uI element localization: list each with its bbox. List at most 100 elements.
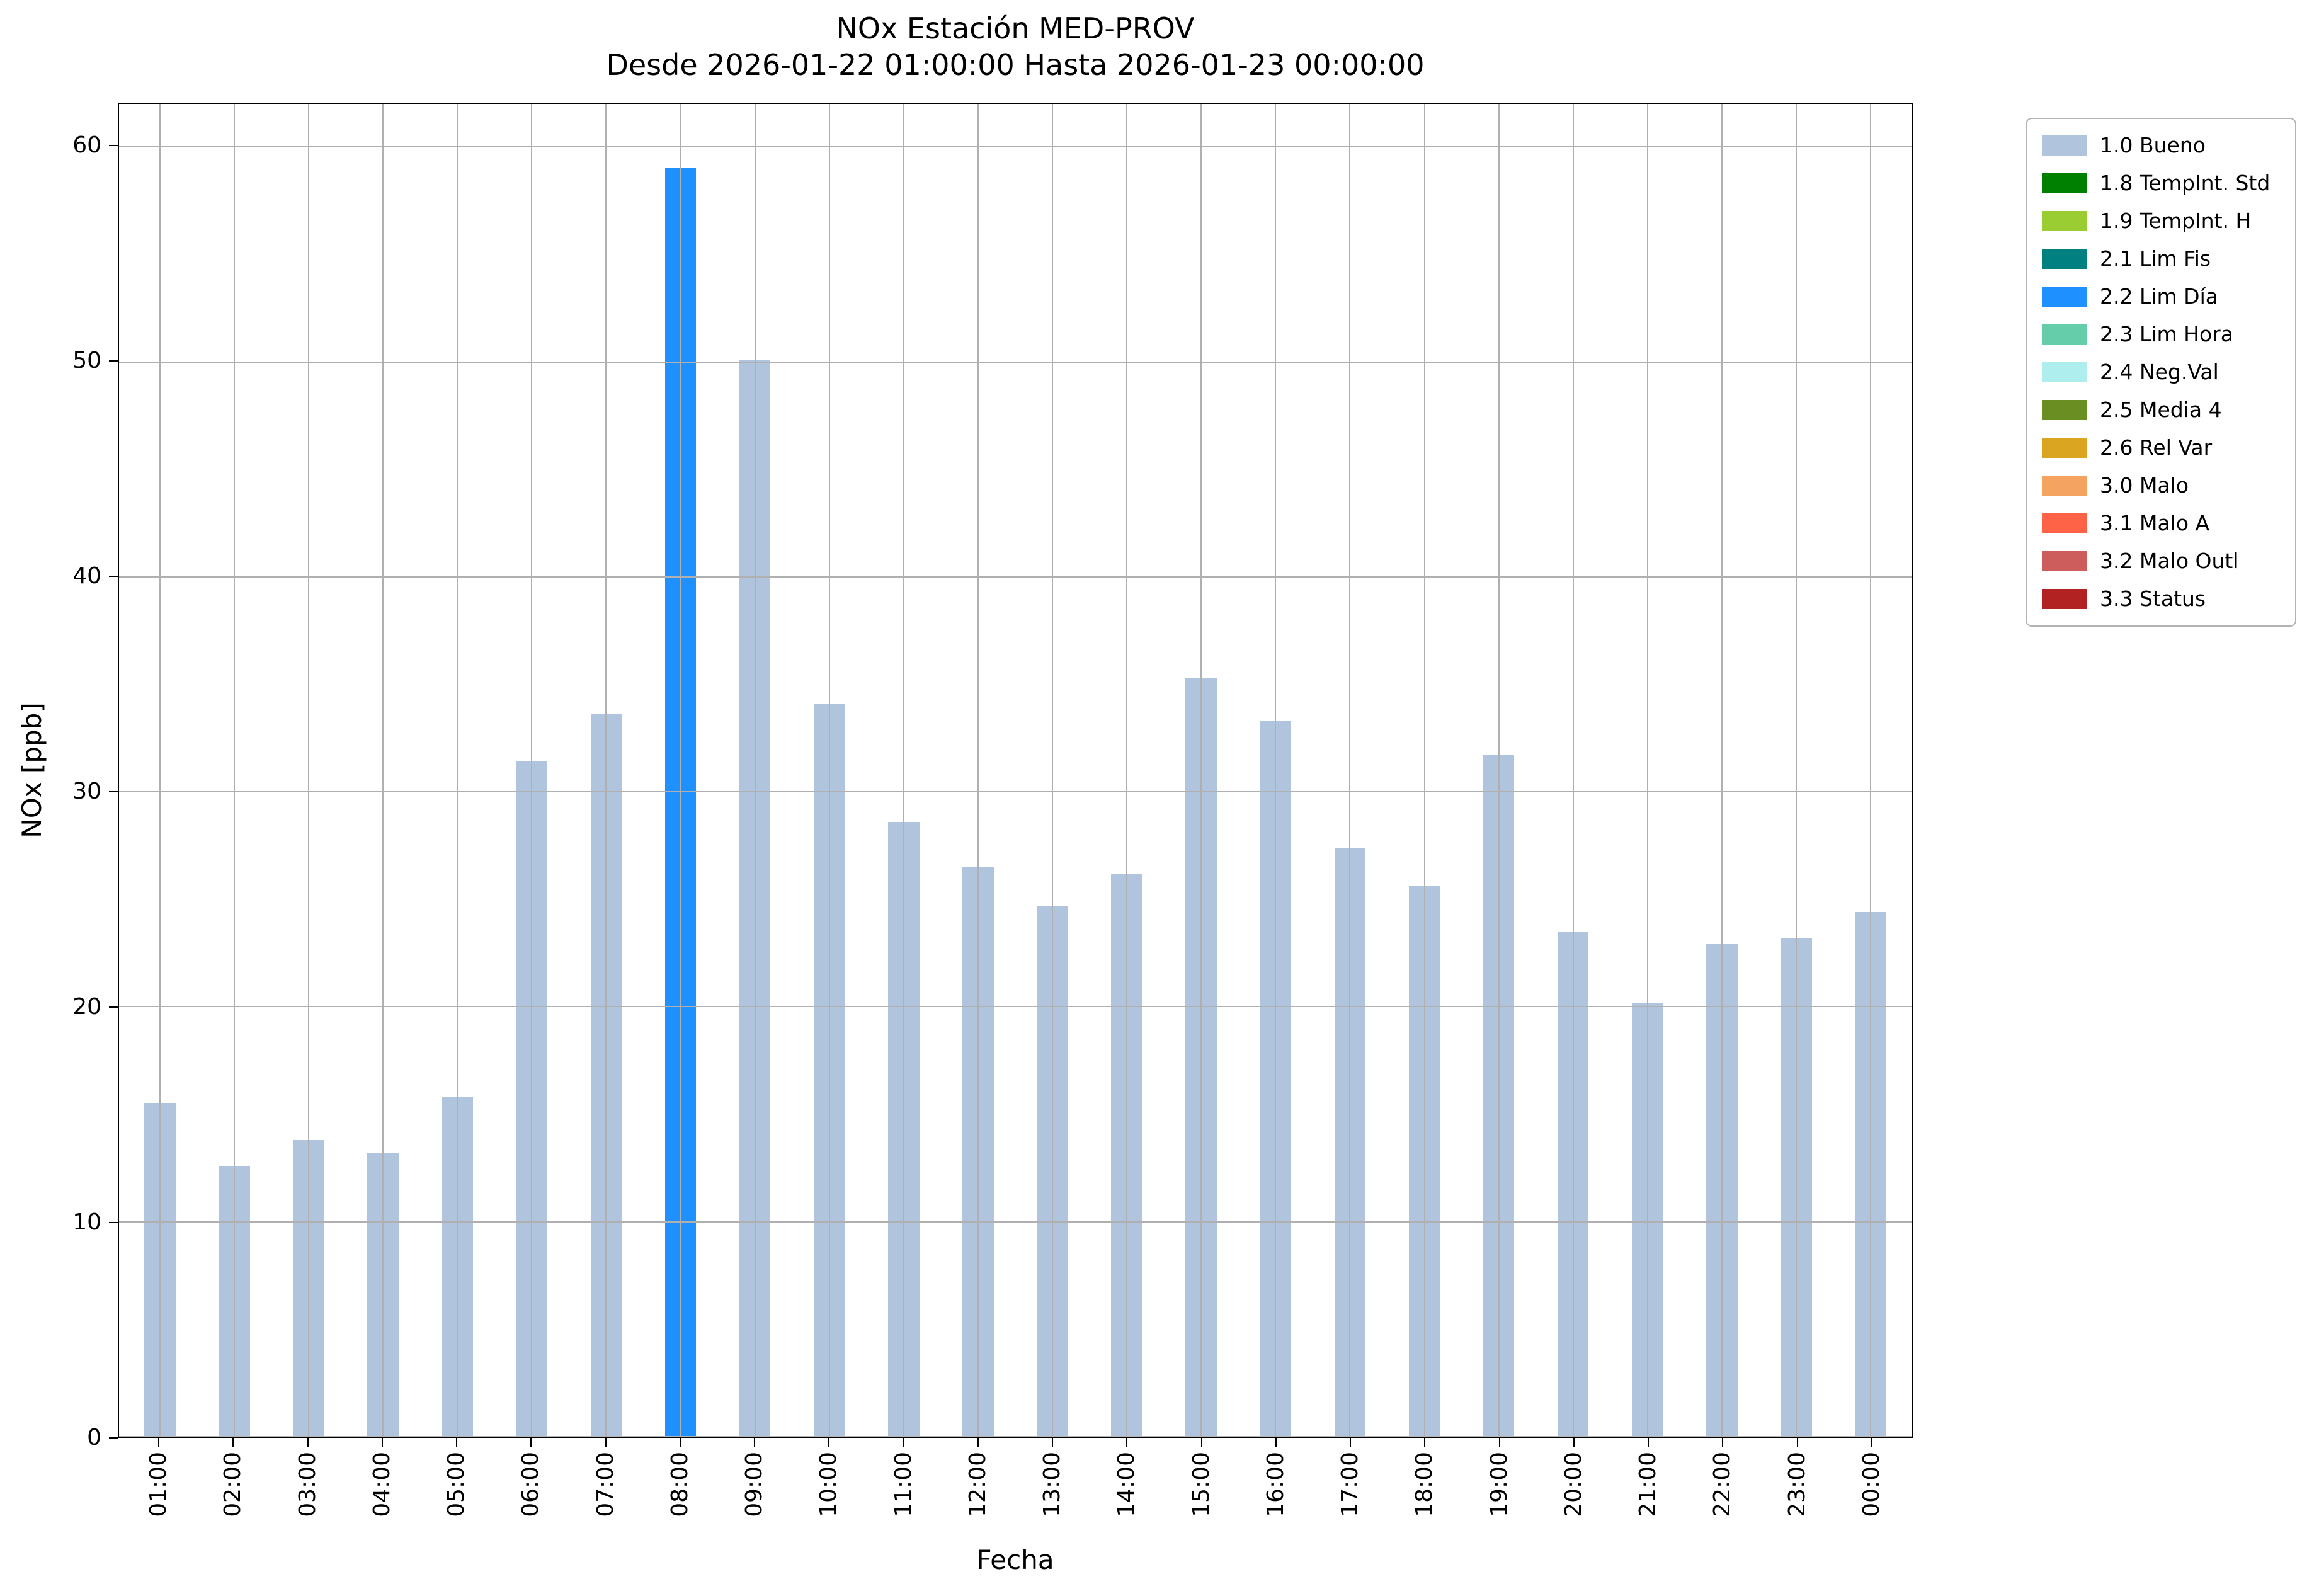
gridline-horizontal	[119, 361, 1912, 363]
legend-swatch	[2042, 513, 2087, 533]
x-tick-mark	[381, 1438, 383, 1447]
y-axis-label: NOx [ppb]	[16, 702, 47, 838]
x-tick-mark	[1648, 1438, 1650, 1447]
legend-label: 2.2 Lim Día	[2100, 284, 2218, 309]
x-tick-label: 17:00	[1337, 1452, 1364, 1517]
x-tick-mark	[1052, 1438, 1054, 1447]
legend-entry: 3.0 Malo	[2036, 467, 2286, 504]
chart-title-line2: Desde 2026-01-22 01:00:00 Hasta 2026-01-…	[606, 48, 1425, 82]
x-tick-label: 14:00	[1114, 1452, 1140, 1517]
legend-label: 2.1 Lim Fis	[2100, 246, 2211, 271]
bar-05:00	[442, 1097, 474, 1437]
bar-09:00	[739, 360, 771, 1437]
x-tick-label: 07:00	[592, 1452, 618, 1517]
x-tick-mark	[1200, 1438, 1202, 1447]
x-tick-label: 03:00	[294, 1452, 321, 1517]
legend-entry: 2.6 Rel Var	[2036, 429, 2286, 467]
x-tick-label: 08:00	[666, 1452, 693, 1517]
x-tick-mark	[679, 1438, 681, 1447]
legend-label: 1.0 Bueno	[2100, 133, 2206, 157]
bar-00:00	[1855, 912, 1886, 1437]
x-tick-label: 04:00	[368, 1452, 395, 1517]
legend-label: 2.4 Neg.Val	[2100, 360, 2219, 384]
y-tick-label: 60	[72, 132, 101, 159]
legend-swatch	[2042, 173, 2087, 193]
legend-swatch	[2042, 551, 2087, 571]
legend-entry: 3.2 Malo Outl	[2036, 542, 2286, 580]
x-tick-label: 01:00	[145, 1452, 172, 1517]
y-tick-label: 0	[87, 1425, 101, 1451]
chart-title: NOx Estación MED-PROV Desde 2026-01-22 0…	[118, 10, 1913, 83]
x-axis-label: Fecha	[976, 1544, 1054, 1575]
legend-entry: 1.9 TempInt. H	[2036, 202, 2286, 240]
legend-entry: 3.3 Status	[2036, 580, 2286, 618]
bar-15:00	[1185, 678, 1217, 1437]
bar-02:00	[219, 1165, 250, 1437]
legend-swatch	[2042, 476, 2087, 496]
legend-entry: 2.4 Neg.Val	[2036, 353, 2286, 391]
legend: 1.0 Bueno 1.8 TempInt. Std 1.9 TempInt. H 2…	[2026, 118, 2296, 627]
gridline-horizontal	[119, 791, 1912, 793]
legend-label: 1.8 TempInt. Std	[2100, 171, 2271, 195]
gridline-horizontal	[119, 146, 1912, 148]
legend-swatch	[2042, 135, 2087, 156]
x-tick-mark	[828, 1438, 830, 1447]
y-tick-label: 10	[72, 1209, 101, 1236]
x-tick-mark	[977, 1438, 979, 1447]
chart-title-line1: NOx Estación MED-PROV	[836, 11, 1195, 45]
bar-07:00	[590, 714, 622, 1437]
bar-19:00	[1483, 755, 1515, 1437]
legend-entry: 2.5 Media 4	[2036, 391, 2286, 429]
x-tick-label: 02:00	[220, 1452, 246, 1517]
x-tick-label: 19:00	[1486, 1452, 1512, 1517]
legend-label: 3.0 Malo	[2100, 473, 2189, 498]
legend-swatch	[2042, 249, 2087, 269]
legend-swatch	[2042, 211, 2087, 231]
bar-18:00	[1408, 886, 1440, 1437]
legend-label: 2.5 Media 4	[2100, 397, 2222, 422]
x-tick-label: 18:00	[1411, 1452, 1438, 1517]
x-tick-mark	[456, 1438, 458, 1447]
x-tick-mark	[1796, 1438, 1798, 1447]
legend-entry: 2.1 Lim Fis	[2036, 240, 2286, 278]
legend-entry: 2.2 Lim Día	[2036, 278, 2286, 316]
y-tick-mark	[109, 360, 118, 362]
x-tick-mark	[530, 1438, 532, 1447]
x-tick-label: 09:00	[741, 1452, 768, 1517]
legend-label: 1.9 TempInt. H	[2100, 208, 2252, 233]
x-tick-mark	[1498, 1438, 1500, 1447]
x-tick-mark	[232, 1438, 234, 1447]
bar-06:00	[516, 761, 548, 1437]
y-tick-mark	[109, 145, 118, 147]
x-tick-mark	[1275, 1438, 1277, 1447]
bar-03:00	[293, 1140, 324, 1437]
y-tick-mark	[109, 576, 118, 578]
legend-swatch	[2042, 362, 2087, 382]
x-tick-label: 10:00	[816, 1452, 842, 1517]
legend-swatch	[2042, 324, 2087, 345]
bar-12:00	[962, 867, 994, 1437]
legend-swatch	[2042, 400, 2087, 420]
x-tick-label: 21:00	[1635, 1452, 1661, 1517]
bar-20:00	[1557, 931, 1589, 1437]
x-tick-mark	[1126, 1438, 1128, 1447]
y-tick-mark	[109, 1222, 118, 1224]
x-tick-label: 23:00	[1784, 1452, 1810, 1517]
x-tick-label: 12:00	[964, 1452, 991, 1517]
x-tick-label: 22:00	[1709, 1452, 1736, 1517]
x-tick-label: 16:00	[1262, 1452, 1289, 1517]
bar-11:00	[888, 821, 920, 1437]
bar-10:00	[813, 704, 845, 1437]
x-tick-mark	[307, 1438, 309, 1447]
bar-22:00	[1706, 944, 1738, 1437]
legend-entry: 1.8 TempInt. Std	[2036, 164, 2286, 202]
y-tick-mark	[109, 791, 118, 793]
y-tick-mark	[109, 1006, 118, 1008]
bar-17:00	[1334, 847, 1366, 1437]
y-tick-label: 40	[72, 563, 101, 590]
legend-entry: 2.3 Lim Hora	[2036, 316, 2286, 353]
legend-label: 2.3 Lim Hora	[2100, 322, 2233, 346]
legend-label: 3.2 Malo Outl	[2100, 549, 2239, 573]
bar-21:00	[1631, 1002, 1663, 1437]
bar-23:00	[1781, 938, 1812, 1437]
